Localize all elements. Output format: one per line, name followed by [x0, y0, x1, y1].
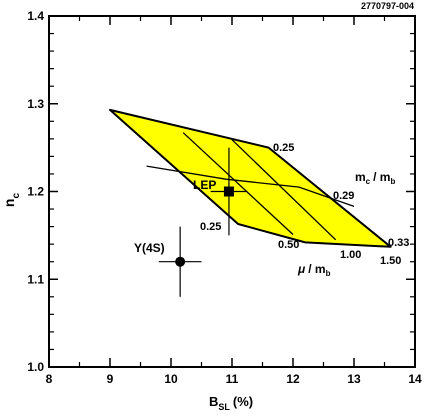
x-axis-label: BSL (%) — [209, 394, 253, 412]
x-tick-label: 14 — [408, 372, 422, 386]
mc-ratio-label: mc / mb — [355, 170, 395, 186]
theory-grid-lines — [109, 109, 392, 248]
mu-line-1.00 — [231, 139, 337, 241]
measurement-points — [158, 147, 248, 297]
axis-ticks: 8 9 10 11 12 13 14 1.0 1.1 1.2 1.3 1.4 — [27, 9, 422, 386]
mc-label-top: 0.25 — [273, 142, 294, 154]
x-tick-label: 9 — [107, 372, 114, 386]
upsilon-point — [175, 256, 186, 267]
y-tick-label: 1.0 — [27, 360, 44, 374]
mc-line-0.29 — [146, 165, 355, 208]
mc-label-mid: 0.29 — [333, 190, 354, 202]
y-axis-label: nc — [1, 193, 22, 208]
mc-label-bottom: 0.33 — [388, 237, 409, 249]
y-tick-label: 1.2 — [27, 185, 44, 199]
mu-line-0.50 — [182, 132, 294, 235]
theory-band-area — [109, 108, 392, 248]
mu-label-100: 1.00 — [340, 249, 361, 261]
upsilon-label: Υ(4S) — [134, 241, 165, 255]
mc-line-0.33 — [237, 223, 391, 248]
lep-point — [223, 186, 234, 197]
x-tick-label: 12 — [286, 372, 300, 386]
figure-id: 2770797-004 — [361, 1, 414, 11]
mu-line-0.25 — [109, 109, 239, 225]
theory-band — [109, 108, 392, 248]
mu-label-150: 1.50 — [380, 255, 401, 267]
mu-ratio-label: μ / mb — [297, 262, 331, 278]
x-tick-label: 10 — [164, 372, 178, 386]
lep-label: LEP — [193, 178, 216, 192]
x-tick-label: 11 — [226, 372, 239, 386]
y-tick-label: 1.3 — [27, 97, 44, 111]
x-tick-label: 13 — [347, 372, 361, 386]
mu-label-050: 0.50 — [278, 239, 299, 251]
y-tick-label: 1.4 — [27, 9, 44, 23]
x-tick-label: 8 — [46, 372, 53, 386]
mu-label-025: 0.25 — [200, 221, 221, 233]
mc-line-0.25 — [109, 109, 269, 149]
y-tick-label: 1.1 — [27, 272, 44, 286]
